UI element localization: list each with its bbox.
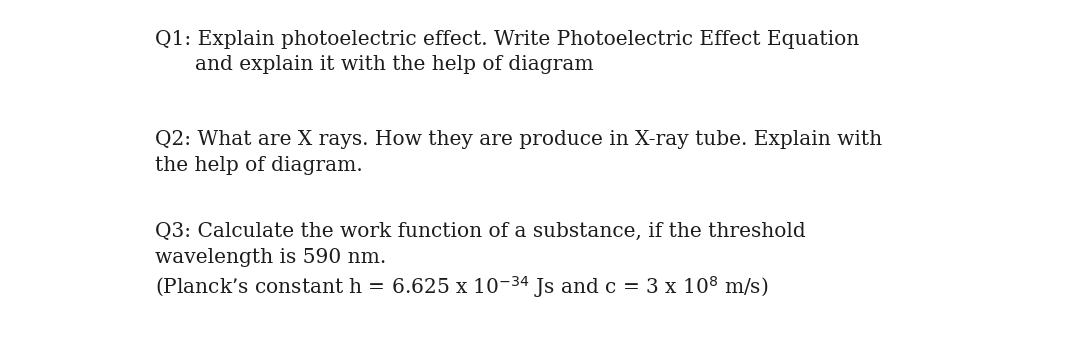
Text: the help of diagram.: the help of diagram. bbox=[156, 156, 363, 175]
Text: Q3: Calculate the work function of a substance, if the threshold: Q3: Calculate the work function of a sub… bbox=[156, 222, 806, 241]
Text: wavelength is 590 nm.: wavelength is 590 nm. bbox=[156, 248, 387, 267]
Text: (Planck’s constant h = 6.625 x 10$^{-34}$ Js and c = 3 x 10$^{8}$ m/s): (Planck’s constant h = 6.625 x 10$^{-34}… bbox=[156, 274, 769, 300]
Text: and explain it with the help of diagram: and explain it with the help of diagram bbox=[195, 55, 594, 74]
Text: Q1: Explain photoelectric effect. Write Photoelectric Effect Equation: Q1: Explain photoelectric effect. Write … bbox=[156, 30, 860, 49]
Text: Q2: What are X rays. How they are produce in X-ray tube. Explain with: Q2: What are X rays. How they are produc… bbox=[156, 130, 882, 149]
